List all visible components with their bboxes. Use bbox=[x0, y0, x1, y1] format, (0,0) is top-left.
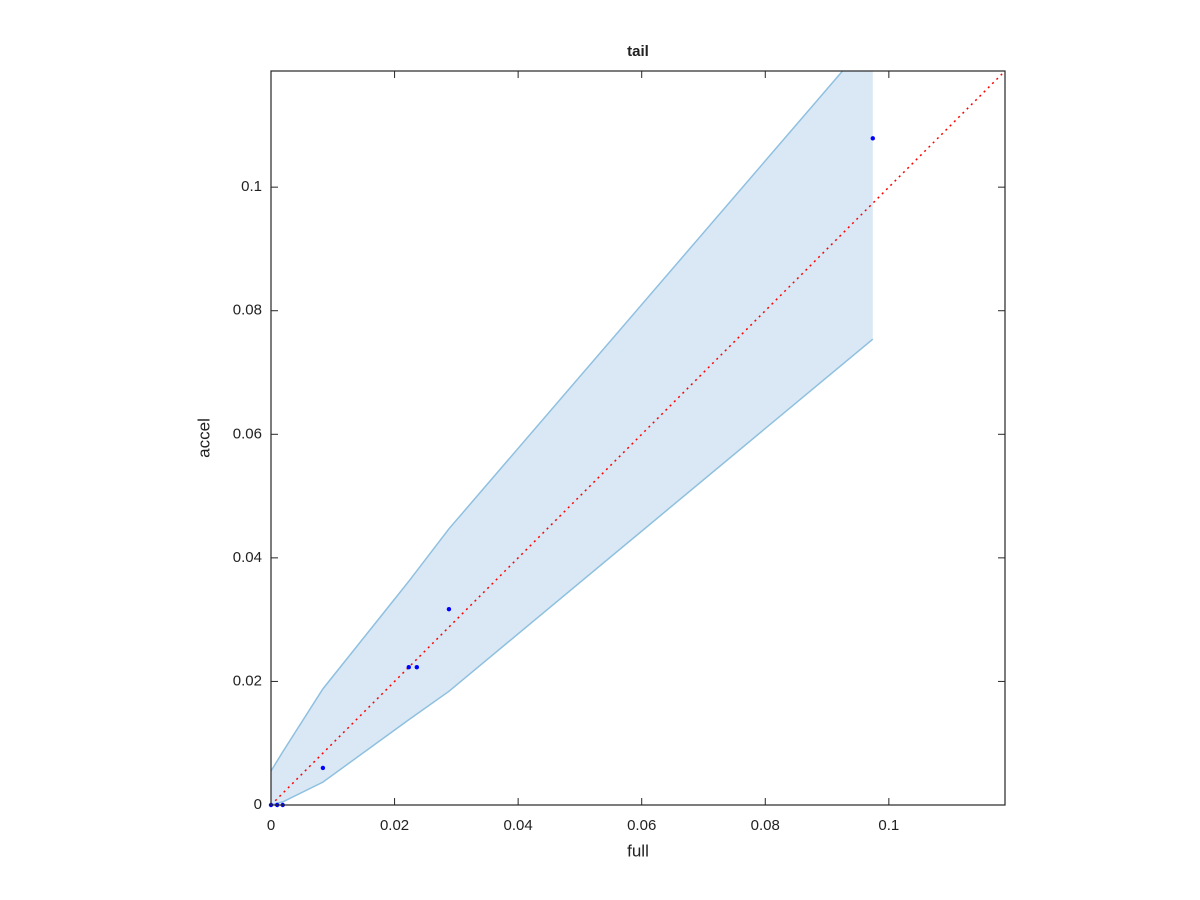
y-tick-label: 0.02 bbox=[233, 672, 262, 689]
data-point bbox=[414, 665, 420, 670]
y-tick-label: 0.08 bbox=[233, 302, 262, 319]
y-tick-label: 0.06 bbox=[233, 425, 262, 442]
y-tick-label: 0 bbox=[254, 796, 262, 813]
data-point bbox=[446, 606, 452, 612]
x-tick-label: 0.04 bbox=[504, 817, 533, 834]
axes-box bbox=[270, 70, 1006, 806]
y-axis-label: accel bbox=[194, 418, 213, 458]
x-tick-label: 0.1 bbox=[878, 817, 899, 834]
confidence-band bbox=[271, 71, 873, 805]
band-edge bbox=[271, 71, 844, 772]
reference-line bbox=[271, 71, 1005, 805]
data-point bbox=[870, 136, 875, 141]
data-point bbox=[320, 765, 326, 771]
chart-title: tail bbox=[627, 43, 649, 60]
band-edge bbox=[271, 338, 874, 805]
y-tick-label: 0.1 bbox=[241, 178, 262, 195]
x-tick-label: 0.06 bbox=[627, 817, 656, 834]
x-tick-label: 0.02 bbox=[380, 817, 409, 834]
plot-area bbox=[271, 71, 1005, 805]
data-point bbox=[406, 665, 411, 670]
x-axis-label: full bbox=[627, 841, 649, 860]
x-tick-label: 0 bbox=[267, 817, 275, 834]
y-tick-label: 0.04 bbox=[233, 549, 262, 566]
x-tick-label: 0.08 bbox=[751, 817, 780, 834]
